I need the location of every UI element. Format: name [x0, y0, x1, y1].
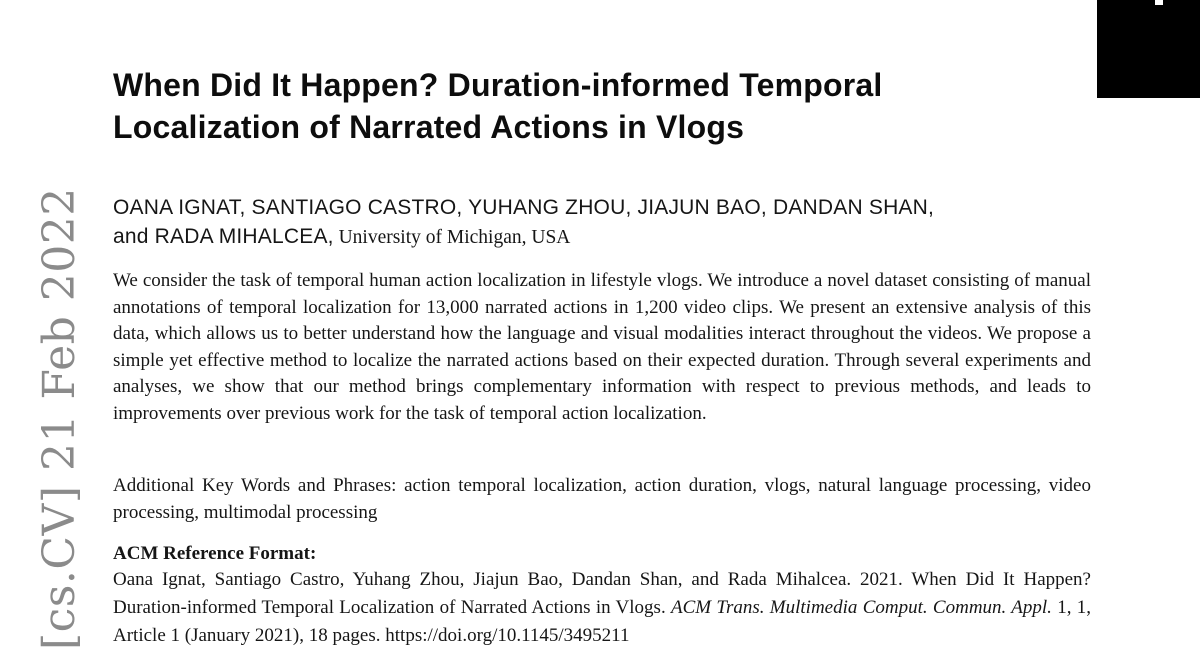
paper-title-line2: Localization of Narrated Actions in Vlog…	[113, 109, 745, 145]
arxiv-watermark: [cs.CV] 21 Feb 2022	[34, 187, 85, 648]
keywords-text: Additional Key Words and Phrases: action…	[113, 475, 1091, 523]
corner-black-box	[1097, 0, 1200, 98]
author-names-line2: and RADA MIHALCEA, University of Michiga…	[113, 223, 1103, 253]
author-block: OANA IGNAT, SANTIAGO CASTRO, YUHANG ZHOU…	[113, 194, 1103, 252]
acm-citation: Oana Ignat, Santiago Castro, Yuhang Zhou…	[113, 566, 1091, 648]
abstract-text: We consider the task of temporal human a…	[113, 270, 1091, 424]
doi-link[interactable]: https://doi.org/10.1145/3495211	[385, 624, 630, 646]
paper-title: When Did It Happen? Duration-informed Te…	[113, 64, 1073, 148]
citation-details: 1, 1, Article 1 (January 2021), 18 pages…	[113, 596, 1092, 646]
author-names-line1: OANA IGNAT, SANTIAGO CASTRO, YUHANG ZHOU…	[113, 196, 935, 219]
author-names-line2-names: and RADA MIHALCEA,	[113, 224, 334, 248]
paper-title-line1: When Did It Happen? Duration-informed Te…	[113, 67, 883, 103]
acm-reference-heading: ACM Reference Format:	[113, 543, 317, 564]
corner-box-notch	[1155, 0, 1163, 5]
author-affiliation: University of Michigan, USA	[333, 226, 571, 248]
citation-authors-text: Oana Ignat, Santiago Castro, Yuhang Zhou…	[113, 569, 1091, 618]
journal-name-italic: ACM Trans. Multimedia Comput. Commun. Ap…	[671, 596, 1052, 618]
